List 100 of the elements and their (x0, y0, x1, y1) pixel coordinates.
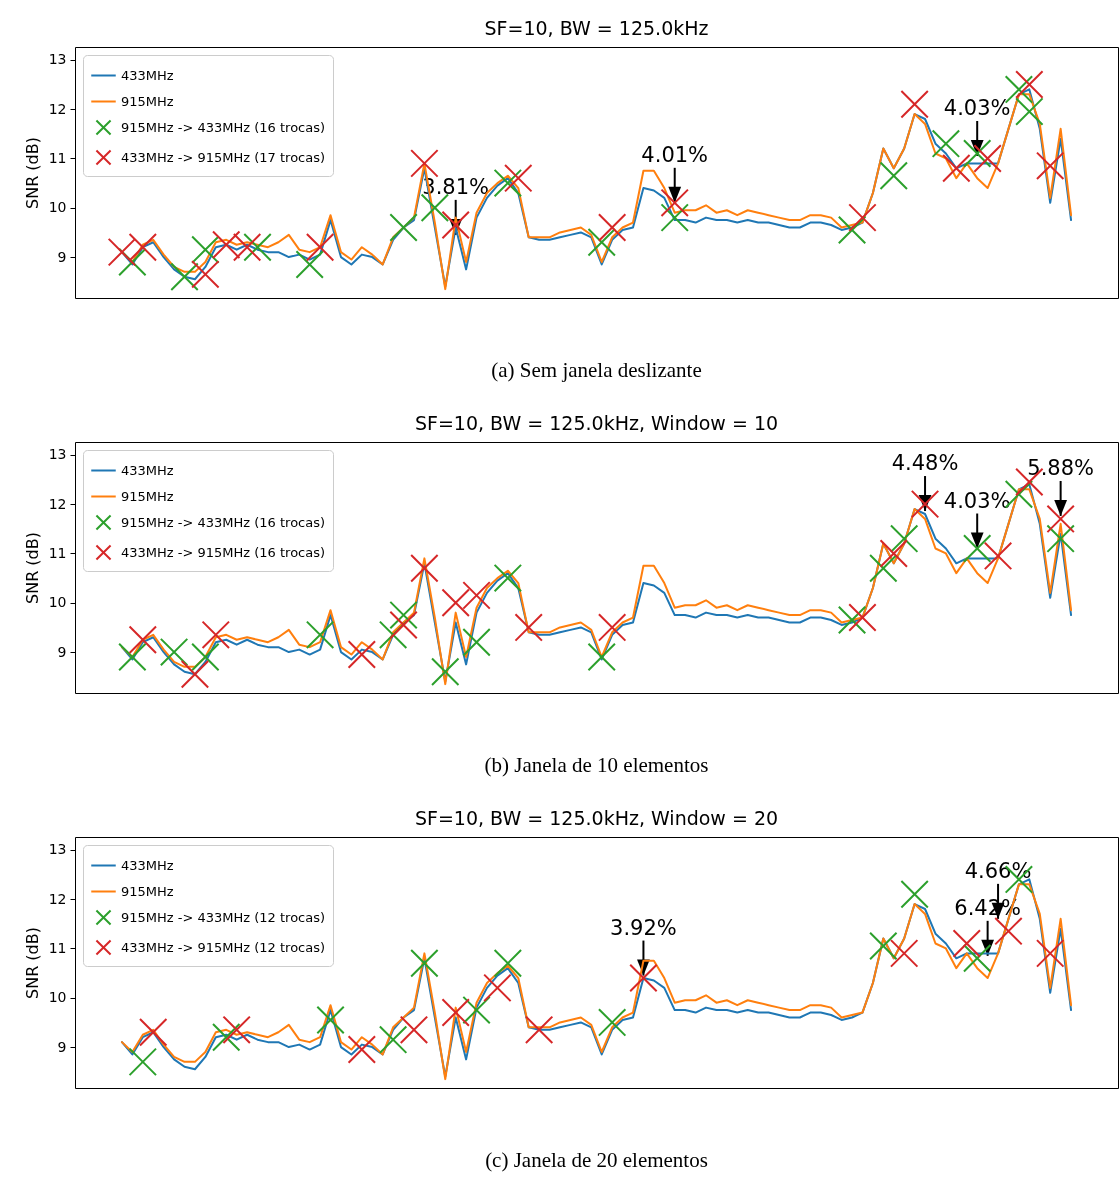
point (212, 1022, 241, 1052)
point (128, 1047, 158, 1077)
y-tick-label: 11 (48, 544, 67, 561)
point (410, 949, 439, 978)
point (493, 949, 523, 978)
point (389, 600, 418, 630)
point (983, 541, 1013, 571)
y-tick-label: 12 (48, 100, 67, 117)
annotation: 4.03% (943, 95, 1011, 120)
point (462, 627, 491, 657)
legend-label: 433MHz (121, 67, 174, 83)
chart-title: SF=10, BW = 125.0kHz, Window = 10 (414, 412, 779, 434)
y-tick-label: 11 (48, 149, 67, 166)
point (1035, 151, 1065, 181)
point (514, 613, 543, 642)
point (201, 620, 231, 650)
legend-label: 433MHz (121, 462, 174, 478)
point (900, 89, 929, 119)
point (305, 620, 335, 650)
y-tick-label: 11 (48, 939, 67, 956)
point (994, 916, 1023, 946)
y-tick-label: 13 (48, 446, 67, 463)
y-tick-label: 10 (48, 989, 67, 1006)
point (243, 232, 272, 262)
point (232, 232, 262, 262)
point (879, 161, 908, 190)
point (191, 235, 220, 264)
point (191, 260, 220, 289)
point (597, 213, 627, 242)
legend-label: 915MHz (121, 488, 174, 504)
point (879, 539, 908, 568)
y-tick-label: 9 (57, 643, 67, 660)
point (1035, 939, 1065, 968)
point (889, 524, 919, 553)
point (441, 588, 470, 617)
y-axis-title: SNR (dB) (22, 927, 42, 999)
y-tick-label: 12 (48, 890, 67, 907)
point (962, 944, 992, 973)
text: (c) Janela de 20 elementos (484, 1147, 709, 1174)
point (962, 139, 992, 168)
point (900, 879, 929, 909)
y-tick-label: 10 (48, 594, 67, 611)
annotation: 4.03% (943, 488, 1011, 513)
point (837, 215, 867, 245)
legend-label: 433MHz -> 915MHz (16 trocas) (121, 544, 326, 560)
point (1015, 97, 1044, 126)
y-tick-label: 13 (48, 51, 67, 68)
point (347, 1035, 377, 1064)
point (316, 1005, 345, 1035)
annotation: 4.01% (641, 142, 709, 167)
point (399, 1015, 429, 1045)
chart-title: SF=10, BW = 125.0kHz, Window = 20 (414, 807, 779, 829)
annotation: 3.92% (610, 915, 677, 940)
text: (a) Sem janela deslizante (490, 357, 703, 384)
point (597, 1008, 627, 1037)
legend-label: 915MHz -> 433MHz (16 trocas) (121, 119, 326, 135)
point (660, 203, 689, 232)
point (462, 581, 491, 610)
legend-label: 433MHz (121, 857, 174, 873)
y-axis-title: SNR (dB) (22, 532, 42, 604)
point (869, 931, 898, 961)
point (493, 168, 523, 198)
point (159, 637, 189, 667)
annotation: 5.88% (1027, 455, 1094, 480)
point (848, 203, 877, 232)
point (869, 554, 898, 583)
point (931, 129, 961, 158)
y-axis-title: SNR (dB) (22, 137, 42, 209)
point (347, 640, 377, 669)
legend-label: 915MHz -> 433MHz (16 trocas) (121, 514, 326, 530)
point (378, 1025, 408, 1054)
y-tick-label: 10 (48, 199, 67, 216)
point (295, 250, 324, 279)
legend-label: 915MHz -> 433MHz (12 trocas) (121, 909, 326, 925)
y-tick-label: 9 (57, 1038, 67, 1055)
point (952, 929, 981, 958)
annotation: 4.48% (891, 451, 959, 476)
point (910, 489, 940, 519)
chart-title: SF=10, BW = 125.0kHz (484, 17, 709, 39)
point (483, 973, 512, 1003)
y-tick-label: 13 (48, 841, 67, 858)
y-tick-label: 9 (57, 248, 67, 265)
point (597, 613, 627, 642)
legend-label: 915MHz (121, 93, 174, 109)
legend-label: 915MHz (121, 883, 174, 899)
point (420, 193, 450, 222)
text: (b) Janela de 10 elementos (483, 752, 710, 779)
point (431, 657, 460, 687)
point (660, 188, 689, 218)
y-tick-label: 12 (48, 495, 67, 512)
point (504, 163, 533, 193)
point (962, 534, 992, 563)
point (462, 995, 491, 1025)
point (973, 144, 1002, 173)
legend-label: 433MHz -> 915MHz (17 trocas) (121, 149, 326, 165)
point (410, 554, 439, 583)
point (1015, 70, 1044, 99)
point (389, 610, 418, 640)
point (587, 228, 616, 257)
point (1046, 504, 1075, 534)
